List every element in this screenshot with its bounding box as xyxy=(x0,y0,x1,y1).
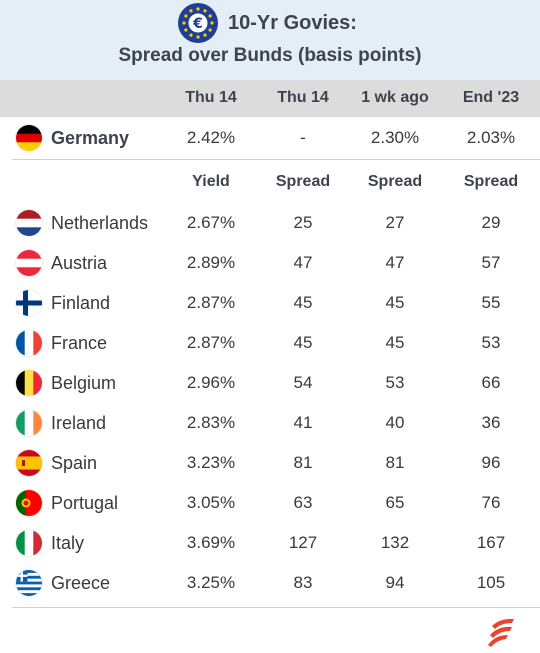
spread-week-ago: 94 xyxy=(385,573,405,592)
country-name: Greece xyxy=(51,573,111,593)
column-header-yield-date: Thu 14 xyxy=(185,89,237,106)
spread-week-ago: 47 xyxy=(385,253,405,272)
spread-end-year: 105 xyxy=(476,573,506,592)
spread-week-ago: 27 xyxy=(385,213,405,232)
spread-end-year: 29 xyxy=(481,213,501,232)
table-row: Netherlands 2.67% 25 27 29 xyxy=(0,203,540,243)
column-header-week-ago: 1 wk ago xyxy=(361,89,429,106)
benchmark-yield: 2.42% xyxy=(186,128,236,147)
spread-week-ago: 45 xyxy=(385,333,405,352)
yield-value: 2.96% xyxy=(186,373,236,392)
chart-header: € 10-Yr Govies: Spread over Bunds (basis… xyxy=(0,0,540,80)
divider xyxy=(12,159,540,160)
flag-ireland-icon xyxy=(16,410,42,436)
divider xyxy=(12,607,540,608)
benchmark-end-year: 2.03% xyxy=(466,128,516,147)
spread-end-year: 66 xyxy=(481,373,501,392)
flag-portugal-icon xyxy=(16,490,42,516)
spread-thu14: 83 xyxy=(293,573,313,592)
spread-end-year: 53 xyxy=(481,333,501,352)
country-name: Austria xyxy=(51,253,108,273)
spread-week-ago: 45 xyxy=(385,293,405,312)
spread-end-year: 167 xyxy=(476,533,506,552)
column-header-band xyxy=(0,80,540,117)
subheader-yield: Yield xyxy=(192,173,230,190)
yield-value: 2.87% xyxy=(186,293,236,312)
table-row: Greece 3.25% 83 94 105 xyxy=(0,563,540,603)
spread-end-year: 36 xyxy=(481,413,501,432)
svg-text:€: € xyxy=(192,16,203,32)
country-name: Ireland xyxy=(51,413,107,433)
yield-value: 3.05% xyxy=(186,493,236,512)
spread-thu14: 63 xyxy=(293,493,313,512)
spread-week-ago: 40 xyxy=(385,413,405,432)
benchmark-week-ago: 2.30% xyxy=(370,128,420,147)
spread-thu14: 25 xyxy=(293,213,313,232)
spread-week-ago: 132 xyxy=(380,533,410,552)
table-row: Ireland 2.83% 41 40 36 xyxy=(0,403,540,443)
brand-logo-icon xyxy=(488,618,514,647)
yield-value: 3.69% xyxy=(186,533,236,552)
flag-spain-icon xyxy=(16,450,42,476)
flag-italy-icon xyxy=(16,530,42,556)
yield-value: 3.23% xyxy=(186,453,236,472)
spread-end-year: 96 xyxy=(481,453,501,472)
table-row: Finland 2.87% 45 45 55 xyxy=(0,283,540,323)
table-row: Austria 2.89% 47 47 57 xyxy=(0,243,540,283)
country-name: Belgium xyxy=(51,373,117,393)
spread-thu14: 45 xyxy=(293,333,313,352)
flag-greece-icon xyxy=(16,570,42,596)
euro-coin-icon: € xyxy=(178,3,218,43)
chart-title: 10-Yr Govies: xyxy=(228,12,357,34)
spread-thu14: 45 xyxy=(293,293,313,312)
flag-netherlands-icon xyxy=(16,210,42,236)
column-header-spread-date: Thu 14 xyxy=(277,89,329,106)
country-name: Spain xyxy=(51,453,98,473)
spread-end-year: 55 xyxy=(481,293,501,312)
country-name: Netherlands xyxy=(51,213,149,233)
country-name: Portugal xyxy=(51,493,119,513)
spread-thu14: 81 xyxy=(293,453,313,472)
benchmark-country: Germany xyxy=(51,128,130,148)
spread-thu14: 127 xyxy=(288,533,318,552)
spread-week-ago: 53 xyxy=(385,373,405,392)
column-header-end-year: End '23 xyxy=(462,89,520,106)
table-row: Spain 3.23% 81 81 96 xyxy=(0,443,540,483)
flag-finland-icon xyxy=(16,290,42,316)
country-name: Italy xyxy=(51,533,85,553)
spread-week-ago: 81 xyxy=(385,453,405,472)
chart-subtitle: Spread over Bunds (basis points) xyxy=(118,45,422,66)
flag-belgium-icon xyxy=(16,370,42,396)
spread-week-ago: 65 xyxy=(385,493,405,512)
country-name: France xyxy=(51,333,108,353)
spread-end-year: 76 xyxy=(481,493,501,512)
spread-thu14: 54 xyxy=(293,373,313,392)
table-row: France 2.87% 45 45 53 xyxy=(0,323,540,363)
yield-value: 2.87% xyxy=(186,333,236,352)
flag-germany-icon xyxy=(16,125,42,151)
yield-value: 2.67% xyxy=(186,213,236,232)
table-row: Italy 3.69% 127 132 167 xyxy=(0,523,540,563)
table-row: Belgium 2.96% 54 53 66 xyxy=(0,363,540,403)
table-row: Portugal 3.05% 63 65 76 xyxy=(0,483,540,523)
subheader-spread-thu14: Spread xyxy=(275,173,331,190)
flag-france-icon xyxy=(16,330,42,356)
yield-value: 2.89% xyxy=(186,253,236,272)
benchmark-spread: - xyxy=(300,128,306,147)
benchmark-row: Germany 2.42% - 2.30% 2.03% xyxy=(0,118,540,158)
spread-end-year: 57 xyxy=(481,253,501,272)
subheader-spread-end-year: Spread xyxy=(463,173,519,190)
yield-value: 2.83% xyxy=(186,413,236,432)
spread-thu14: 47 xyxy=(293,253,313,272)
flag-austria-icon xyxy=(16,250,42,276)
subheader-spread-week-ago: Spread xyxy=(367,173,423,190)
country-name: Finland xyxy=(51,293,111,313)
yield-value: 3.25% xyxy=(186,573,236,592)
spread-thu14: 41 xyxy=(293,413,313,432)
